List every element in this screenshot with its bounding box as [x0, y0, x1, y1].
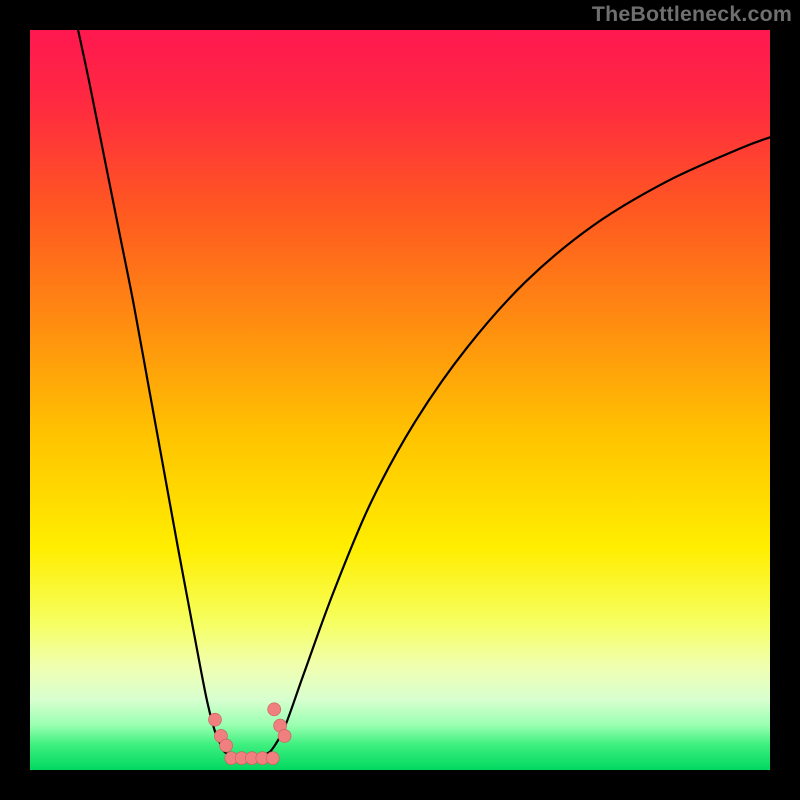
data-marker: [268, 703, 281, 716]
data-marker: [209, 713, 222, 726]
data-marker: [220, 739, 233, 752]
chart-svg: [0, 0, 800, 800]
gradient-panel: [30, 30, 770, 770]
watermark-text: TheBottleneck.com: [592, 2, 792, 27]
chart-frame: TheBottleneck.com: [0, 0, 800, 800]
data-marker: [266, 752, 279, 765]
data-marker: [278, 729, 291, 742]
